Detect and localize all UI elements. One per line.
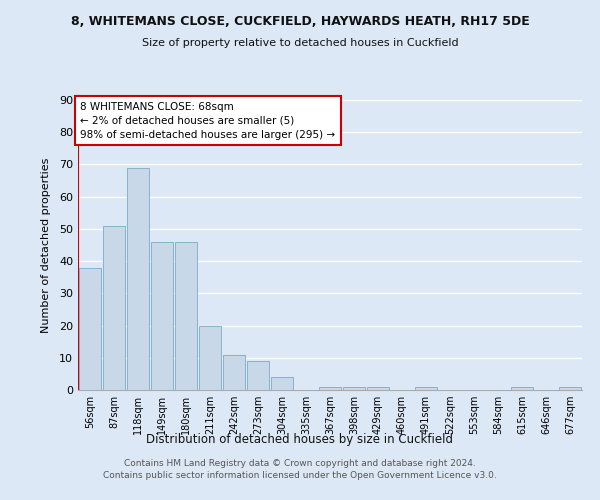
Bar (343, 387, 365, 390)
Bar (151, 242, 173, 390)
Bar (415, 387, 437, 390)
Bar (559, 387, 581, 390)
Text: Contains HM Land Registry data © Crown copyright and database right 2024.
Contai: Contains HM Land Registry data © Crown c… (103, 458, 497, 480)
Text: 8, WHITEMANS CLOSE, CUCKFIELD, HAYWARDS HEATH, RH17 5DE: 8, WHITEMANS CLOSE, CUCKFIELD, HAYWARDS … (71, 15, 529, 28)
Text: Size of property relative to detached houses in Cuckfield: Size of property relative to detached ho… (142, 38, 458, 48)
Bar (127, 168, 149, 390)
Bar (223, 354, 245, 390)
Bar (199, 326, 221, 390)
Bar (79, 268, 101, 390)
Bar (511, 387, 533, 390)
Bar (175, 242, 197, 390)
Bar (247, 361, 269, 390)
Bar (103, 226, 125, 390)
Y-axis label: Number of detached properties: Number of detached properties (41, 158, 50, 332)
Text: Distribution of detached houses by size in Cuckfield: Distribution of detached houses by size … (146, 432, 454, 446)
Bar (319, 387, 341, 390)
Bar (367, 387, 389, 390)
Text: 8 WHITEMANS CLOSE: 68sqm
← 2% of detached houses are smaller (5)
98% of semi-det: 8 WHITEMANS CLOSE: 68sqm ← 2% of detache… (80, 102, 335, 140)
Bar (271, 377, 293, 390)
